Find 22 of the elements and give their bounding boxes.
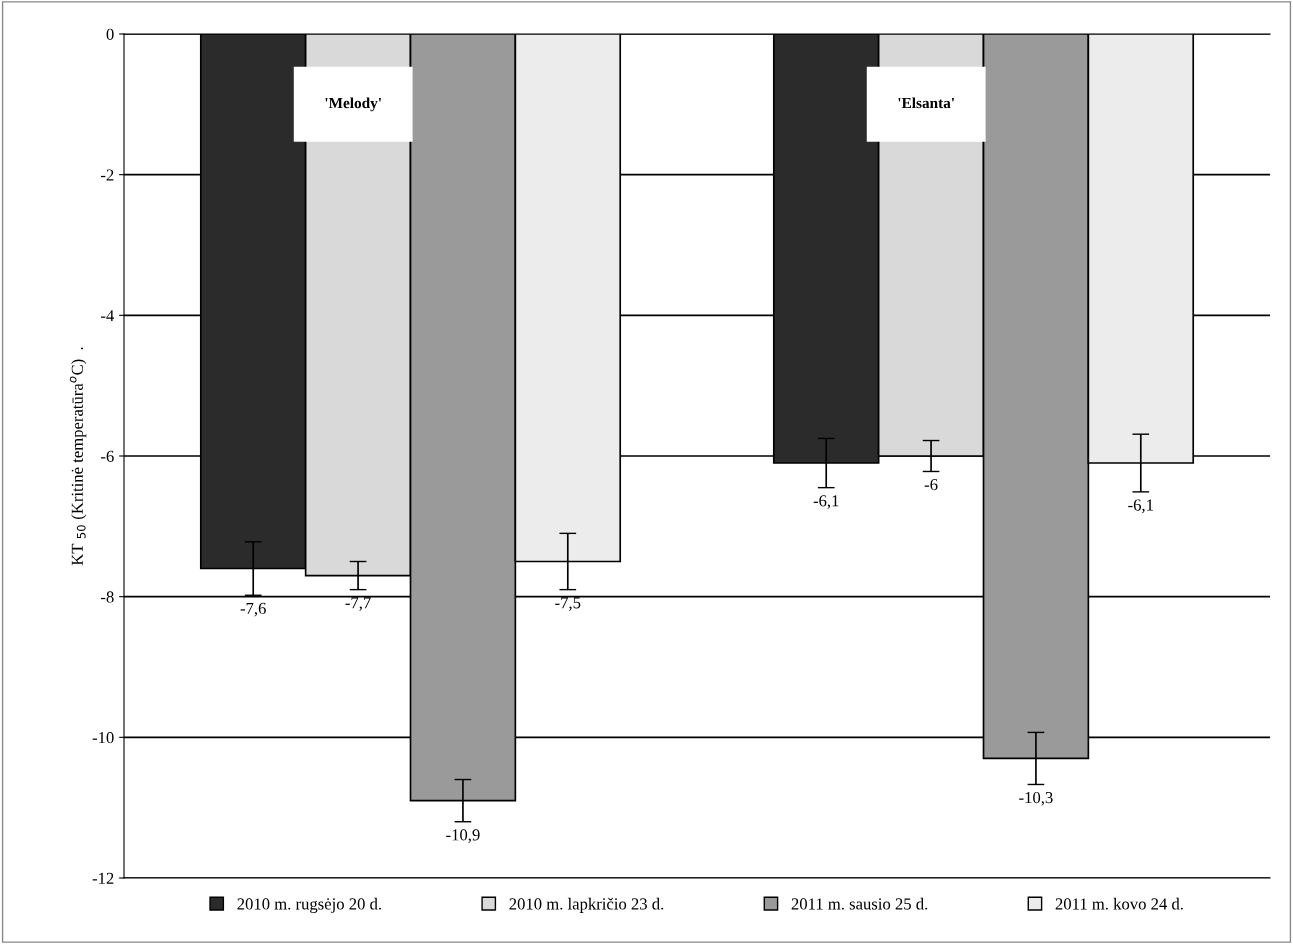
- data-label: -7,7: [345, 597, 371, 611]
- y-tick-label: -10: [92, 732, 114, 744]
- x-tick-label: 'Melody': [325, 97, 381, 112]
- y-tick-label: -4: [101, 310, 115, 322]
- y-tick-label: -6: [101, 450, 114, 462]
- data-label: -6,1: [1128, 499, 1153, 514]
- y-axis-title: KT $_{50}$ (Kritinė temperatūra$^{o}$C) .: [69, 347, 87, 566]
- legend-label: 2011 m. sausio 25 d.: [791, 897, 928, 910]
- y-tick-label: -8: [101, 591, 114, 603]
- data-label: -6,1: [813, 495, 839, 509]
- y-tick-label: -2: [101, 169, 114, 181]
- data-label: -7,6: [240, 602, 266, 617]
- legend-label: 2011 m. kovo 24 d.: [1055, 897, 1183, 910]
- y-tick-label: 0: [106, 28, 114, 40]
- y-tick-label: -12: [92, 872, 114, 884]
- data-label: -10,3: [1019, 791, 1053, 806]
- data-label: -7,5: [555, 597, 581, 611]
- legend-label: 2010 m. lapkričio 23 d.: [509, 897, 664, 913]
- data-label: -10,9: [446, 829, 480, 843]
- x-tick-label: 'Elsanta': [898, 97, 954, 109]
- legend-label: 2010 m. rugsėjo 20 d.: [237, 897, 381, 913]
- data-label: -6: [924, 479, 938, 491]
